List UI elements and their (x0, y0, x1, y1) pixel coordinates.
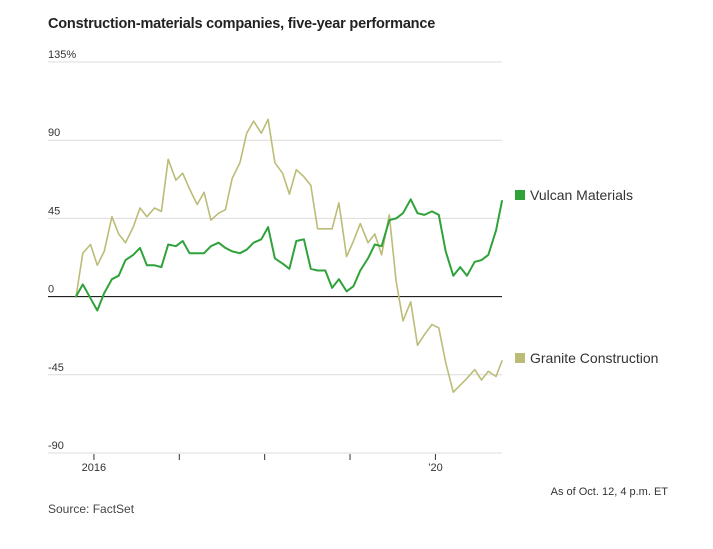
legend-label: Vulcan Materials (530, 187, 633, 203)
source-note: Source: FactSet (48, 502, 135, 516)
series-line-granite-construction (75, 118, 503, 394)
legend: Vulcan Materials Granite Construction (515, 187, 658, 366)
y-tick-label: 90 (48, 127, 60, 139)
series-line-vulcan-materials (75, 198, 503, 312)
chart-title: Construction-materials companies, five-y… (48, 16, 436, 32)
y-tick-label: 0 (48, 284, 54, 296)
series-lines (75, 118, 503, 394)
y-axis-tick-labels: 135% 90 45 0 -45 -90 (48, 49, 76, 452)
legend-label: Granite Construction (530, 350, 658, 366)
x-axis: 2016 ’20 (82, 454, 443, 474)
legend-swatch (515, 353, 525, 363)
legend-swatch (515, 190, 525, 200)
as-of-note: As of Oct. 12, 4 p.m. ET (550, 486, 668, 498)
x-tick-label: ’20 (428, 462, 443, 474)
y-tick-label: -90 (48, 440, 64, 452)
y-tick-label: 135% (48, 49, 76, 61)
y-tick-label: 45 (48, 205, 60, 217)
x-tick-label: 2016 (82, 462, 106, 474)
gridlines (48, 61, 502, 454)
y-tick-label: -45 (48, 362, 64, 374)
